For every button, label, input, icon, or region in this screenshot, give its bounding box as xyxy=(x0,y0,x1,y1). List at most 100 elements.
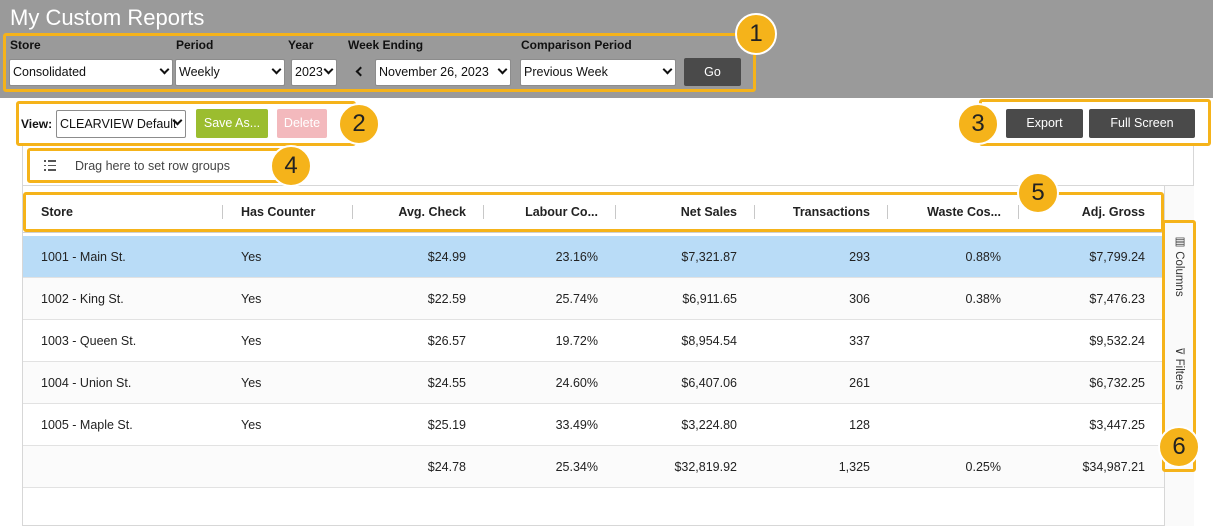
column-resize-handle[interactable] xyxy=(483,205,484,219)
column-header-store[interactable]: Store xyxy=(41,205,73,219)
cell-has-counter: Yes xyxy=(241,376,262,390)
column-header-net-sales[interactable]: Net Sales xyxy=(680,205,737,219)
store-select-value: Consolidated xyxy=(13,65,86,79)
callout-badge-2: 2 xyxy=(338,103,380,145)
cell-transactions: 128 xyxy=(849,418,870,432)
full-screen-button[interactable]: Full Screen xyxy=(1089,109,1195,138)
table-row[interactable] xyxy=(23,320,1164,362)
cell-store: 1001 - Main St. xyxy=(41,250,126,264)
column-resize-handle[interactable] xyxy=(352,205,353,219)
callout-badge-1: 1 xyxy=(735,13,777,55)
callout-badge-4: 4 xyxy=(270,145,312,187)
callout-badge-5: 5 xyxy=(1017,172,1059,214)
cell-adj-gross: $3,447.25 xyxy=(1089,418,1145,432)
view-label: View: xyxy=(21,117,53,131)
callout-box-5 xyxy=(23,192,1164,232)
cell-adj-gross: $6,732.25 xyxy=(1089,376,1145,390)
week-ending-label: Week Ending xyxy=(348,38,424,52)
view-select-value: CLEARVIEW Default xyxy=(60,117,177,131)
week-ending-select-value: November 26, 2023 xyxy=(379,65,489,79)
cell-adj-gross: $34,987.21 xyxy=(1082,460,1145,474)
column-header-transactions[interactable]: Transactions xyxy=(792,205,870,219)
comparison-select-value: Previous Week xyxy=(524,65,608,79)
column-header-labour-cost[interactable]: Labour Co... xyxy=(525,205,598,219)
cell-labour-cost: 23.16% xyxy=(555,250,598,264)
column-header-adj-gross[interactable]: Adj. Gross xyxy=(1081,205,1145,219)
columns-tab-label: Columns xyxy=(1173,251,1185,297)
cell-labour-cost: 33.49% xyxy=(555,418,598,432)
column-resize-handle[interactable] xyxy=(1018,205,1019,219)
year-label: Year xyxy=(288,38,314,52)
period-select[interactable]: Weekly xyxy=(175,59,285,86)
cell-has-counter: Yes xyxy=(241,292,262,306)
row-groups-icon xyxy=(44,160,56,171)
save-as-button[interactable]: Save As... xyxy=(196,109,268,138)
cell-waste-cost: 0.38% xyxy=(965,292,1001,306)
cell-labour-cost: 24.60% xyxy=(555,376,598,390)
filter-icon: ⊽ xyxy=(1173,347,1185,356)
view-select[interactable]: CLEARVIEW Default xyxy=(56,110,186,138)
cell-net-sales: $6,911.65 xyxy=(682,292,737,306)
callout-badge-6: 6 xyxy=(1158,426,1200,468)
columns-icon: ▤ xyxy=(1173,234,1185,248)
callout-box-2 xyxy=(16,101,356,146)
go-button[interactable]: Go xyxy=(684,58,741,86)
delete-button[interactable]: Delete xyxy=(277,109,327,138)
callout-box-1 xyxy=(3,33,756,92)
cell-labour-cost: 25.34% xyxy=(555,460,598,474)
comparison-select[interactable]: Previous Week xyxy=(520,59,676,86)
cell-net-sales: $6,407.06 xyxy=(681,376,737,390)
export-button[interactable]: Export xyxy=(1006,109,1083,138)
filters-tab-label: Filters xyxy=(1173,358,1185,390)
cell-net-sales: $8,954.54 xyxy=(681,334,737,348)
column-resize-handle[interactable] xyxy=(754,205,755,219)
cell-avg-check: $26.57 xyxy=(427,334,466,348)
cell-avg-check: $25.19 xyxy=(427,418,466,432)
cell-adj-gross: $7,799.24 xyxy=(1089,250,1145,264)
comparison-label: Comparison Period xyxy=(521,38,632,52)
columns-tab[interactable]: ▤ Columns xyxy=(1172,234,1186,297)
store-label: Store xyxy=(10,38,41,52)
year-select-value: 2023 xyxy=(295,65,323,79)
column-resize-handle[interactable] xyxy=(887,205,888,219)
cell-avg-check: $24.78 xyxy=(427,460,466,474)
table-row[interactable] xyxy=(23,278,1164,320)
column-resize-handle[interactable] xyxy=(615,205,616,219)
cell-store: 1005 - Maple St. xyxy=(41,418,133,432)
column-resize-handle[interactable] xyxy=(222,205,223,219)
cell-adj-gross: $9,532.24 xyxy=(1089,334,1145,348)
cell-transactions: 337 xyxy=(849,334,870,348)
cell-has-counter: Yes xyxy=(241,334,262,348)
row-group-drop-zone[interactable] xyxy=(23,146,1193,186)
column-header-has-counter[interactable]: Has Counter xyxy=(241,205,316,219)
year-select[interactable]: 2023 xyxy=(291,59,337,86)
cell-labour-cost: 25.74% xyxy=(555,292,598,306)
cell-transactions: 261 xyxy=(849,376,870,390)
grid-header-row xyxy=(23,193,1164,233)
table-row[interactable] xyxy=(23,404,1164,446)
totals-row[interactable] xyxy=(23,446,1164,488)
cell-transactions: 1,325 xyxy=(838,460,870,474)
cell-avg-check: $24.55 xyxy=(427,376,466,390)
period-label: Period xyxy=(176,38,214,52)
column-header-avg-check[interactable]: Avg. Check xyxy=(398,205,466,219)
period-select-value: Weekly xyxy=(179,65,220,79)
page-title: My Custom Reports xyxy=(10,5,205,30)
table-row[interactable] xyxy=(23,362,1164,404)
filters-tab[interactable]: ⊽ Filters xyxy=(1172,347,1186,390)
cell-net-sales: $3,224.80 xyxy=(681,418,737,432)
cell-has-counter: Yes xyxy=(241,418,262,432)
week-ending-select[interactable]: November 26, 2023 xyxy=(375,59,511,86)
store-select[interactable]: Consolidated xyxy=(9,59,173,86)
cell-adj-gross: $7,476.23 xyxy=(1089,292,1145,306)
cell-store: 1003 - Queen St. xyxy=(41,334,137,348)
cell-net-sales: $32,819.92 xyxy=(674,460,737,474)
cell-transactions: 306 xyxy=(849,292,870,306)
column-header-waste-cost[interactable]: Waste Cos... xyxy=(927,205,1001,219)
cell-net-sales: $7,321.87 xyxy=(681,250,737,264)
cell-waste-cost: 0.25% xyxy=(965,460,1001,474)
callout-box-3 xyxy=(979,99,1211,146)
cell-avg-check: $22.59 xyxy=(427,292,466,306)
row-group-placeholder: Drag here to set row groups xyxy=(75,159,230,173)
table-row[interactable] xyxy=(23,236,1164,278)
